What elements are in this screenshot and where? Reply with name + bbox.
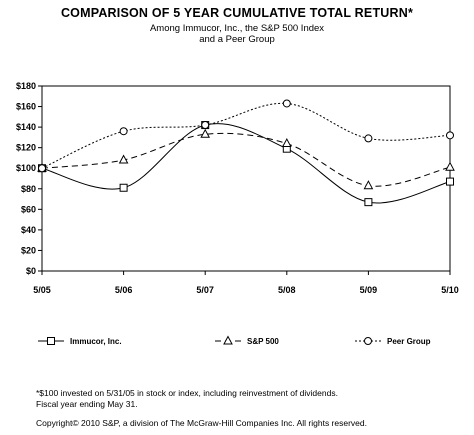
data-point-circle: [38, 164, 46, 173]
x-tick-label: 5/06: [115, 285, 133, 295]
legend-marker-circle: [364, 337, 372, 345]
footnote-fiscal-year: Fiscal year ending May 31.: [36, 399, 138, 409]
data-point-circle: [119, 127, 128, 136]
series-line-1: [41, 132, 451, 187]
data-point-triangle: [200, 128, 211, 138]
data-point-square: [119, 183, 128, 192]
data-point-triangle: [281, 137, 292, 148]
data-point-triangle: [363, 180, 374, 190]
legend-marker-square: [47, 337, 55, 345]
data-point-square: [364, 198, 373, 207]
chart-subtitle-line-2: and a Peer Group: [199, 34, 275, 45]
y-tick-label: $20: [21, 245, 36, 255]
series-lines: [41, 102, 451, 204]
data-point-circle: [446, 131, 454, 140]
y-tick-label: $100: [16, 163, 36, 173]
plot-area: [41, 85, 451, 272]
legend: Immucor, Inc. S&P 500 Peer Group: [38, 335, 431, 346]
data-point-circle: [364, 134, 373, 143]
x-tick-label: 5/08: [278, 285, 296, 295]
data-point-square: [446, 177, 454, 186]
x-tick-label: 5/07: [196, 285, 214, 295]
legend-marker-triangle: [223, 335, 233, 345]
y-tick-label: $160: [16, 102, 36, 112]
footnote-investment: *$100 invested on 5/31/05 in stock or in…: [36, 388, 338, 398]
x-tick-label: 5/09: [360, 285, 378, 295]
x-tick-label: 5/05: [33, 285, 51, 295]
plot-frame: [41, 85, 451, 272]
chart-title: COMPARISON OF 5 YEAR CUMULATIVE TOTAL RE…: [60, 6, 414, 20]
x-axis: 5/05 5/06 5/07 5/08 5/09 5/10: [33, 271, 459, 295]
y-tick-label: $0: [26, 266, 36, 276]
data-point-triangle: [445, 161, 455, 171]
x-tick-label: 5/10: [441, 285, 459, 295]
legend-label: Immucor, Inc.: [70, 337, 122, 346]
series-markers: [37, 99, 455, 207]
y-tick-label: $80: [21, 184, 36, 194]
y-tick-label: $40: [21, 225, 36, 235]
legend-label: S&P 500: [247, 337, 279, 346]
data-point-triangle: [118, 154, 129, 164]
y-tick-label: $180: [16, 81, 36, 91]
legend-label: Peer Group: [387, 337, 431, 346]
y-tick-label: $60: [21, 204, 36, 214]
data-point-circle: [282, 99, 291, 108]
series-line-0: [41, 123, 451, 204]
series-line-2: [41, 102, 451, 169]
y-tick-label: $140: [16, 122, 36, 132]
data-point-circle: [201, 121, 210, 130]
y-axis: $0 $20 $40 $60 $80 $100 $120 $140 $160 $180: [16, 81, 42, 276]
chart-subtitle-line-1: Among Immucor, Inc., the S&P 500 Index: [149, 23, 325, 34]
footnote-copyright: Copyright© 2010 S&P, a division of The M…: [36, 418, 367, 428]
y-tick-label: $120: [16, 143, 36, 153]
